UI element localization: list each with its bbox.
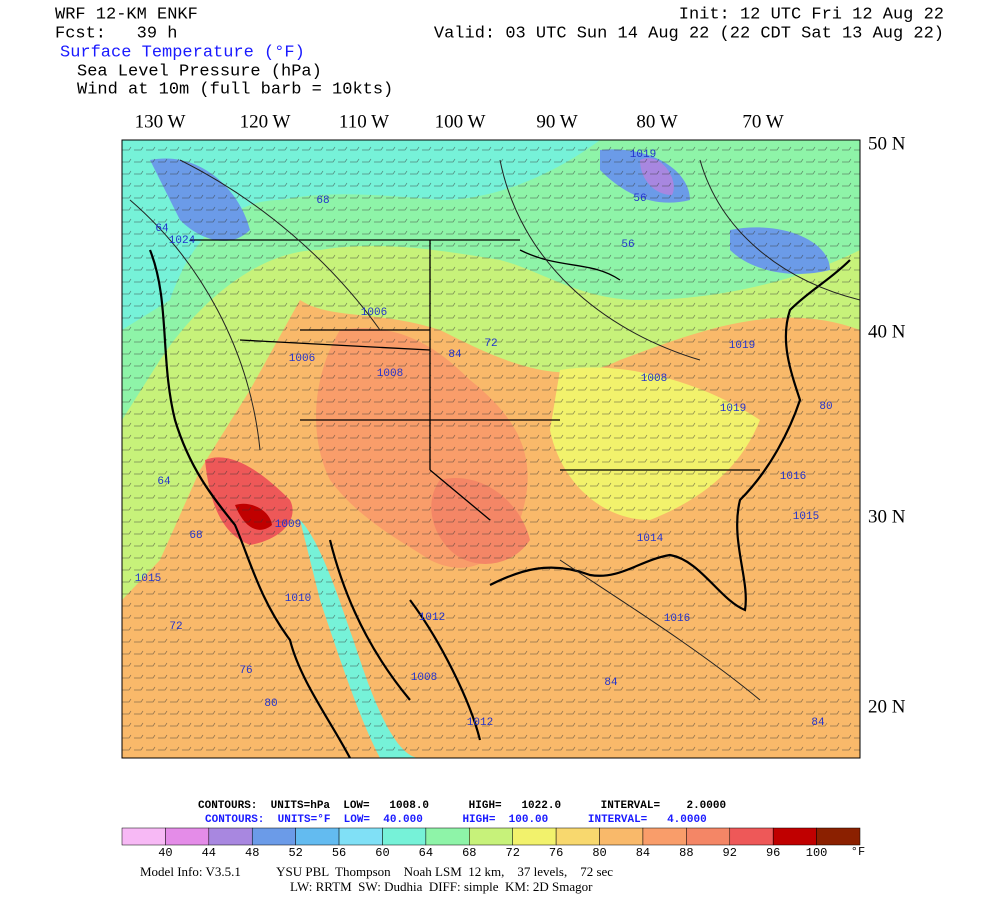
color-swatch [425,827,470,846]
colorbar-label: 76 [549,846,563,860]
latitude-labels: 50 N 40 N 30 N 20 N [868,133,906,717]
color-swatch [208,827,253,846]
map-label: 1019 [630,149,656,161]
map-frame [121,139,861,759]
colorbar-label: 96 [766,846,780,860]
map-label: 56 [633,193,646,205]
map-label: 1012 [467,717,493,729]
lon-label: 100 W [435,111,486,132]
map-label: 1014 [637,533,664,545]
color-swatch [295,827,340,846]
model-info: Model Info: V3.5.1 YSU PBL Thompson Noah… [140,864,613,879]
field-name: Sea Level Pressure (hPa) [77,62,322,81]
color-swatch [121,827,166,846]
map-label: 1012 [419,612,445,624]
color-swatch [251,827,296,846]
lat-label: 20 N [868,696,906,717]
colorbar-label: 68 [462,846,476,860]
lat-label: 30 N [868,506,906,527]
color-swatch [642,827,687,846]
map-label: 84 [811,717,825,729]
lon-label: 120 W [240,111,291,132]
map-label: 1006 [361,307,387,319]
map-label: 1010 [285,593,311,605]
colorbar-label: 100 [806,846,828,860]
longitude-labels: 130 W 120 W 110 W 100 W 90 W 80 W 70 W [135,111,784,132]
coastline [148,249,851,758]
map [122,140,860,758]
isobars [129,159,860,701]
map-label: 1008 [377,368,403,380]
borders [190,239,760,521]
color-swatch [512,827,557,846]
map-label: 68 [189,530,202,542]
map-label: 1016 [664,613,690,625]
colorbar-label: 44 [202,846,216,860]
color-swatch [165,827,210,846]
map-label: 64 [155,223,169,235]
pressure-contours: CONTOURS: UNITS=hPa LOW= 1008.0 HIGH= 10… [198,800,726,812]
lon-label: 80 W [636,111,677,132]
colorbar-label: 72 [506,846,520,860]
map-label: 84 [604,677,618,689]
colorbar-unit: °F [851,845,865,859]
map-label: 68 [316,195,329,207]
map-label: 72 [484,338,497,350]
model-title: WRF 12-KM ENKF [55,5,198,24]
map-label: 1019 [720,403,746,415]
colorbar-label: 92 [723,846,737,860]
model-info: LW: RRTM SW: Dudhia DIFF: simple KM: 2D … [290,879,593,894]
color-swatch [382,827,427,846]
map-label: 1006 [289,353,315,365]
map-label: 56 [621,239,634,251]
map-label: 84 [448,349,462,361]
lat-label: 40 N [868,321,906,342]
map-label: 64 [157,476,171,488]
colorbar-label: 88 [679,846,693,860]
lon-label: 130 W [135,111,186,132]
color-swatch [555,827,600,846]
colorbar-label: 64 [419,846,433,860]
map-label: 76 [239,665,252,677]
colorbar-label: 48 [245,846,259,860]
colorbar-label: 80 [592,846,606,860]
forecast-hour: Fcst: 39 h [55,24,177,43]
colorbar-label: 60 [375,846,389,860]
colorbar-label: 40 [158,846,172,860]
colorbar-label: 56 [332,846,346,860]
colorbar-label: 52 [288,846,302,860]
color-swatch [729,827,774,846]
lon-label: 90 W [536,111,577,132]
field-name: Surface Temperature (°F) [60,43,305,62]
map-label: 80 [819,401,832,413]
map-label: 1009 [275,519,301,531]
map-label: 1008 [411,672,437,684]
map-label: 1008 [641,373,667,385]
color-swatch [772,827,817,846]
colorbar-label: 84 [636,846,650,860]
valid-time: Valid: 03 UTC Sun 14 Aug 22 (22 CDT Sat … [434,24,944,43]
map-label: 1015 [135,573,161,585]
lat-label: 50 N [868,133,906,154]
map-label: 1024 [169,235,196,247]
color-swatch [686,827,731,846]
lon-label: 70 W [742,111,783,132]
color-swatch [469,827,513,846]
map-label: 72 [169,621,182,633]
color-swatch [816,827,861,846]
map-label: 1019 [729,340,755,352]
color-swatch [338,827,383,846]
field-name: Wind at 10m (full barb = 10kts) [77,80,393,99]
wind-barbs [122,140,860,758]
color-swatch [599,827,644,846]
lon-label: 110 W [339,111,389,132]
colorbar: 40 44 48 52 56 60 64 68 72 76 80 84 88 92 96 100 °F [121,827,865,860]
temperature-contours: CONTOURS: UNITS=°F LOW= 40.000 HIGH= 100… [205,814,707,826]
map-label: 80 [264,698,277,710]
init-time: Init: 12 UTC Fri 12 Aug 22 [679,5,944,24]
map-label: 1016 [780,471,806,483]
map-label: 1015 [793,511,819,523]
